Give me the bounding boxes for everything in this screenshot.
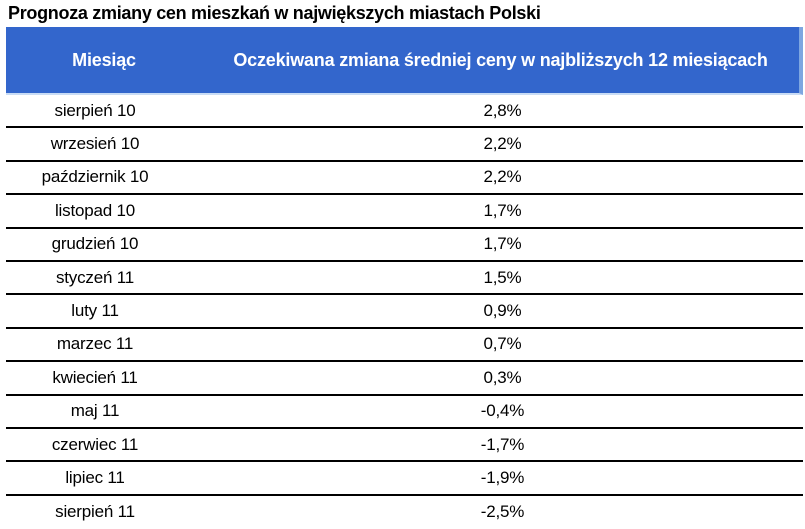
month-cell: marzec 11 [56,334,134,354]
table-header-row: Miesiąc Oczekiwana zmiana średniej ceny … [6,27,803,95]
value-cell: 0,3% [483,367,522,387]
table-row: sierpień 11 -2,5% [6,496,803,529]
value-cell: 0,7% [483,334,522,354]
value-cell: -0,4% [480,401,525,421]
value-cell: 2,8% [483,100,522,120]
value-cell: -1,7% [480,434,525,454]
month-cell: wrzesień 10 [50,134,140,154]
month-cell: sierpień 10 [54,100,136,120]
table-row: czerwiec 11 -1,7% [6,429,803,463]
month-cell: grudzień 10 [51,234,139,254]
value-cell: 2,2% [483,134,522,154]
month-cell: maj 11 [70,401,120,421]
value-cell: -1,9% [480,467,525,487]
table-row: styczeń 11 1,5% [6,262,803,296]
header-cell-expected-change: Oczekiwana zmiana średniej ceny w najbli… [233,50,768,70]
table-row: wrzesień 10 2,2% [6,128,803,162]
table-row: lipiec 11 -1,9% [6,462,803,496]
table-row: październik 10 2,2% [6,162,803,196]
table-row: sierpień 10 2,8% [6,95,803,129]
month-cell: październik 10 [41,167,149,187]
table-row: grudzień 10 1,7% [6,229,803,262]
value-cell: 2,2% [483,167,522,187]
month-cell: sierpień 11 [55,502,135,522]
month-cell: luty 11 [71,301,119,321]
month-cell: lipiec 11 [65,467,125,487]
table-row: marzec 11 0,7% [6,329,803,363]
forecast-table: Miesiąc Oczekiwana zmiana średniej ceny … [6,27,803,529]
table-row: listopad 10 1,7% [6,195,803,229]
month-cell: styczeń 11 [55,267,134,287]
value-cell: 1,7% [483,200,522,220]
page-title: Prognoza zmiany cen mieszkań w największ… [8,3,541,23]
value-cell: 1,5% [483,267,522,287]
table-row: maj 11 -0,4% [6,396,803,429]
value-cell: 1,7% [483,234,522,254]
value-cell: 0,9% [483,301,522,321]
table-row: luty 11 0,9% [6,295,803,329]
month-cell: czerwiec 11 [51,434,139,454]
table-row: kwiecień 11 0,3% [6,362,803,396]
value-cell: -2,5% [480,502,525,522]
header-cell-month: Miesiąc [72,49,136,70]
month-cell: kwiecień 11 [52,367,138,387]
month-cell: listopad 10 [54,200,136,220]
